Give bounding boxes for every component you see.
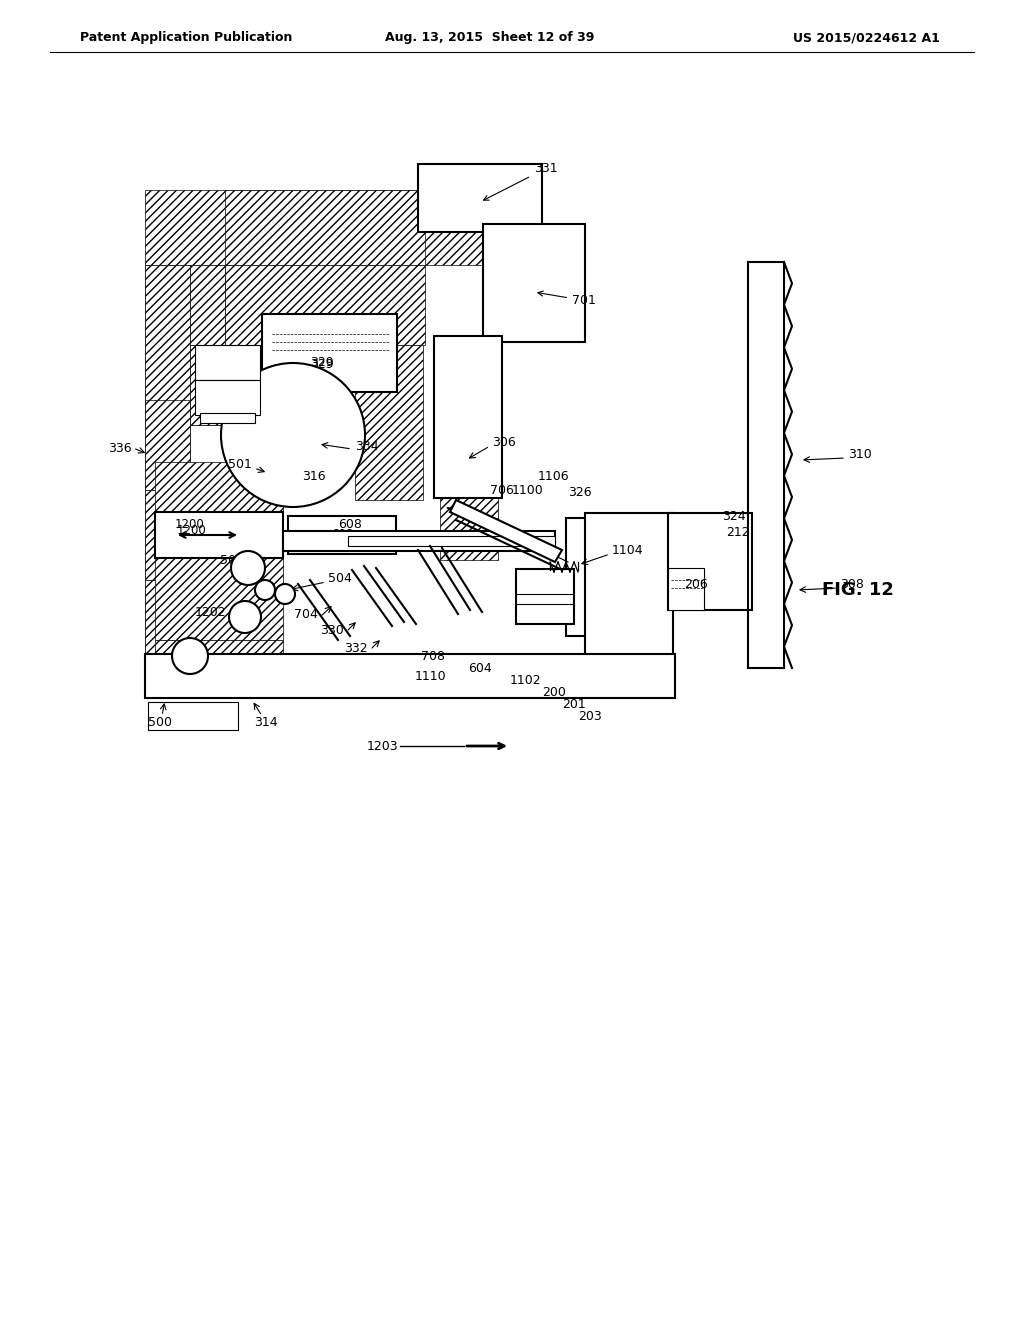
Text: 330: 330 [321,624,344,638]
Bar [190,345,225,425]
Text: 501: 501 [228,458,252,471]
Text: 324: 324 [722,510,746,523]
Bar [434,337,502,498]
Bar [148,702,238,730]
Bar [262,314,397,392]
Text: 1200: 1200 [177,524,207,536]
Text: 306: 306 [492,436,516,449]
Text: 200: 200 [542,686,566,700]
Text: 336: 336 [109,441,132,454]
Bar [590,517,668,590]
Bar [225,190,425,265]
Text: 1102: 1102 [510,675,542,686]
Bar [674,519,746,605]
Text: 1100: 1100 [512,484,544,498]
Bar [566,517,588,636]
Text: US 2015/0224612 A1: US 2015/0224612 A1 [794,32,940,45]
Bar [355,345,423,500]
Text: Aug. 13, 2015  Sheet 12 of 39: Aug. 13, 2015 Sheet 12 of 39 [385,32,595,45]
Text: 608: 608 [331,528,353,541]
Circle shape [229,601,261,634]
Bar [668,568,705,610]
Bar [145,265,190,671]
Bar [145,579,190,671]
Bar [145,345,225,425]
Circle shape [231,550,265,585]
Bar [483,224,585,342]
Bar [145,660,675,690]
Text: 708: 708 [421,649,445,663]
Bar [155,640,283,676]
Bar [225,265,425,345]
Bar [155,512,283,558]
Bar [195,380,260,414]
Text: 316: 316 [302,470,326,483]
Text: 502: 502 [220,554,244,568]
Bar [440,345,495,492]
Circle shape [221,363,365,507]
Text: 604: 604 [468,663,492,675]
Bar [288,516,396,554]
Text: 308: 308 [840,578,864,591]
Bar [516,569,574,624]
Text: 329: 329 [310,359,334,371]
Text: 332: 332 [344,642,368,655]
Bar [155,462,283,512]
Bar [425,170,535,224]
Text: 1202: 1202 [195,606,226,619]
Bar [145,265,225,345]
Text: 500: 500 [148,715,172,729]
Bar [145,400,190,490]
Text: 326: 326 [568,486,592,499]
Text: 1110: 1110 [415,671,446,682]
Text: 331: 331 [483,162,558,201]
Text: 310: 310 [848,447,871,461]
Bar [155,558,283,640]
Text: 206: 206 [684,578,708,590]
Text: 1203: 1203 [367,741,398,752]
Text: 706: 706 [490,484,514,498]
Bar [348,536,555,546]
Text: Patent Application Publication: Patent Application Publication [80,32,293,45]
Text: 704: 704 [294,609,318,620]
Text: 701: 701 [538,290,596,308]
Bar [200,413,255,422]
Text: 203: 203 [578,710,602,723]
Bar [590,590,668,663]
Text: 329: 329 [310,355,334,368]
Bar [145,490,190,579]
Bar [225,345,293,500]
Polygon shape [450,500,562,562]
Text: FIG. 12: FIG. 12 [822,581,894,599]
Bar [668,513,752,610]
Bar [195,345,260,380]
Text: 504: 504 [328,572,352,585]
Text: 1106: 1106 [538,470,568,483]
Bar [418,164,542,232]
Bar [145,653,675,698]
Bar [490,230,578,335]
Bar [440,492,498,560]
Circle shape [172,638,208,675]
Text: 314: 314 [254,715,278,729]
Bar [190,265,225,345]
Text: 1104: 1104 [612,544,644,557]
Text: 1200: 1200 [175,517,205,531]
Text: 334: 334 [355,440,379,453]
Bar [283,531,555,550]
Circle shape [275,583,295,605]
Text: 608: 608 [338,517,361,531]
Text: 201: 201 [562,698,586,711]
Bar [145,190,540,265]
Circle shape [255,579,275,601]
Bar [585,513,673,668]
Text: 212: 212 [726,525,750,539]
